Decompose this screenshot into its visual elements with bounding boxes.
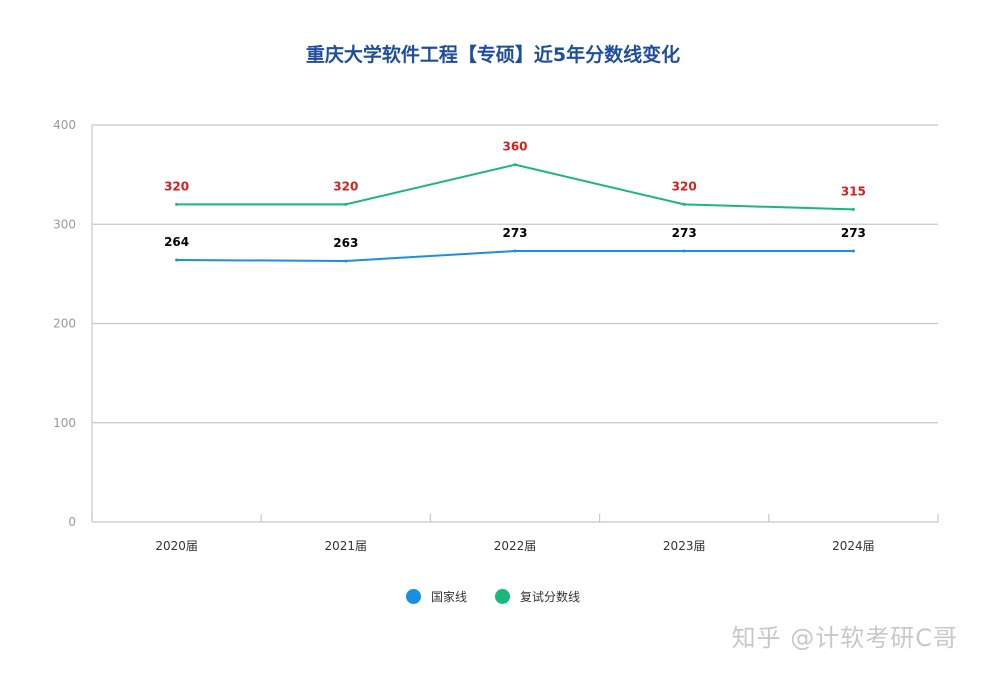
- data-point-0-3: [682, 249, 686, 253]
- label-layer: 264 263 273 273 273 320 320 360 320 315: [164, 140, 866, 250]
- y-tick-label-100: 100: [53, 416, 76, 430]
- watermark: 知乎 @计软考研C哥: [731, 624, 958, 652]
- data-point-1-0: [175, 202, 179, 206]
- data-label-0-4: 273: [841, 226, 866, 240]
- data-label-1-3: 320: [672, 179, 697, 193]
- data-point-0-1: [344, 259, 348, 263]
- grid-layer: [92, 124, 938, 424]
- data-point-0-2: [513, 249, 517, 253]
- series-layer: [175, 163, 855, 263]
- legend-marker-retest-line: [495, 589, 510, 604]
- data-label-1-1: 320: [333, 179, 358, 193]
- legend: 国家线 复试分数线: [0, 588, 986, 605]
- y-tick-label-400: 400: [53, 118, 76, 132]
- line-chart: 0 100 200 300 400 2020届 2021届 2022届 2023届 2024届 2…: [53, 118, 939, 553]
- legend-label-national-line: 国家线: [430, 590, 467, 604]
- data-label-1-0: 320: [164, 179, 189, 193]
- y-tick-label-300: 300: [53, 217, 76, 231]
- legend-label-retest-line: 复试分数线: [520, 590, 581, 604]
- data-label-0-1: 263: [333, 236, 358, 250]
- legend-item-national-line[interactable]: 国家线: [405, 588, 467, 605]
- data-label-0-3: 273: [672, 226, 697, 240]
- data-point-0-0: [175, 258, 179, 262]
- data-label-0-0: 264: [164, 235, 189, 249]
- data-point-1-2: [513, 163, 517, 167]
- data-label-0-2: 273: [502, 226, 527, 240]
- legend-marker-national-line: [405, 589, 421, 604]
- x-tick-label-2022届: 2022届: [494, 539, 537, 553]
- y-tick-label-200: 200: [53, 317, 76, 331]
- axis-layer: 0 100 200 300 400 2020届 2021届 2022届 2023届 2024届: [53, 118, 939, 553]
- data-point-1-3: [682, 202, 686, 206]
- series-line-1: [176, 163, 854, 211]
- data-point-1-4: [851, 207, 855, 211]
- chart-title: 重庆大学软件工程【专硕】近5年分数线变化: [305, 44, 681, 66]
- x-tick-label-2023届: 2023届: [663, 539, 706, 553]
- data-label-1-2: 360: [502, 140, 527, 154]
- x-tick-label-2024届: 2024届: [832, 539, 875, 553]
- data-point-1-1: [344, 202, 348, 206]
- data-point-0-4: [851, 249, 855, 253]
- data-label-1-4: 315: [841, 184, 866, 198]
- legend-item-retest-line[interactable]: 复试分数线: [495, 588, 580, 605]
- x-tick-label-2021届: 2021届: [325, 539, 368, 553]
- x-tick-label-2020届: 2020届: [155, 539, 198, 553]
- y-tick-label-0: 0: [68, 515, 76, 529]
